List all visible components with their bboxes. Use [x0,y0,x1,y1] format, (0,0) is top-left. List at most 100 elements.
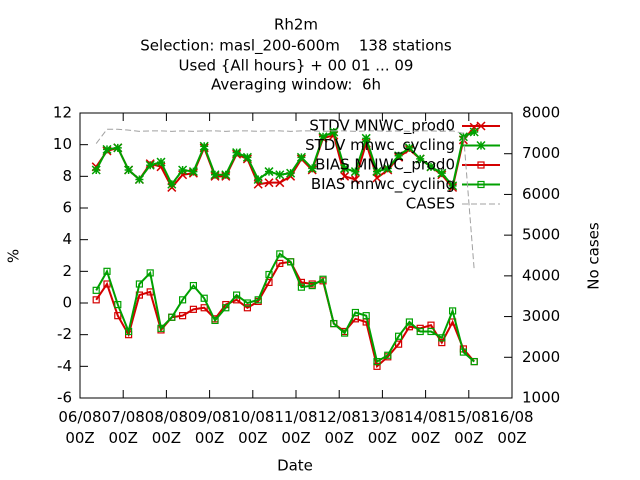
point [91,165,101,175]
point [210,170,220,180]
point [286,168,296,178]
point [469,127,479,137]
point [135,280,143,288]
point [395,332,403,340]
point [449,307,457,315]
point [178,165,188,175]
point [351,308,359,317]
chart-title: Rh2m [274,16,318,34]
point [242,152,252,162]
point [287,258,295,266]
point [221,170,231,180]
point [276,250,284,258]
x-tick-label: 16/08 00Z [490,408,534,447]
legend-label: BIAS MNWC_prod0 [315,156,455,175]
x-tick-label: 10/08 00Z [231,408,275,447]
x-tick-label: 09/08 00Z [187,408,232,447]
point [341,329,349,337]
point [373,357,381,366]
point [438,334,446,342]
y-tick-label: 12 [53,104,72,122]
x-tick-label: 14/08 00Z [403,408,448,447]
point [211,316,219,325]
point [383,163,393,173]
point [476,140,486,151]
x-tick-label: 11/08 00Z [274,408,318,447]
point [232,148,242,158]
legend-label: CASES [406,195,455,213]
point [168,313,176,321]
point [404,143,414,153]
y2-tick-label: 2000 [522,348,560,366]
y-tick-label: 8 [62,167,72,185]
point [361,133,371,143]
point [276,259,284,268]
point [200,304,208,312]
point [264,178,274,188]
point [373,362,381,370]
point [448,181,458,191]
point [319,275,327,283]
x-tick-label: 08/08 00Z [144,408,188,447]
y-tick-label: 10 [53,135,72,153]
point [114,312,122,320]
x-tick-label: 07/08 00Z [101,408,145,447]
legend-label: STDV mnwc_cycling [305,136,455,155]
point [318,132,328,142]
y-tick-label: -6 [57,389,72,407]
y2-tick-label: 3000 [522,307,560,325]
point [362,312,370,320]
chart-subtitle: Selection: masl_200-600m 138 stations [140,37,452,56]
y-tick-label: 0 [62,294,72,312]
point [275,178,285,188]
point [426,162,436,172]
point [200,294,208,302]
point [146,269,154,277]
x-tick-label: 06/08 00Z [58,408,102,447]
point [329,127,339,137]
point [308,281,316,290]
point [179,296,187,304]
point [459,348,467,356]
point [384,351,392,359]
point [470,357,478,366]
point [477,161,485,169]
point [199,141,209,151]
point [157,324,165,332]
point [350,167,360,177]
point [134,174,144,185]
y2-tick-label: 7000 [522,144,560,162]
y2-tick-label: 1000 [522,389,560,407]
point [156,157,166,167]
y2-tick-label: 4000 [522,266,560,284]
point [167,179,177,189]
point [264,167,274,177]
chart-subtitle: Used {All hours} + 00 01 ... 09 [179,57,414,75]
point [254,296,262,304]
point [416,327,424,336]
point [253,174,263,185]
series-line [95,252,475,364]
point [92,286,100,294]
point [297,283,305,291]
point [114,300,122,309]
point [415,154,425,164]
point [394,151,404,161]
y-tick-label: 2 [62,262,72,280]
point [405,318,413,326]
legend-label: BIAS mnwc_cycling [311,175,455,194]
point [296,152,306,162]
point [438,338,446,347]
point [477,180,485,189]
point [372,167,382,177]
y2-tick-label: 5000 [522,226,560,244]
chart-subtitle: Averaging window: 6h [211,76,381,94]
point [340,163,350,173]
point [340,171,350,181]
point [188,167,198,177]
point [124,327,133,336]
point [330,319,338,328]
y-tick-label: 6 [62,199,72,217]
